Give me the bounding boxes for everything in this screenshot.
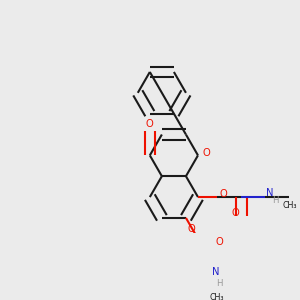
Text: O: O <box>231 208 239 218</box>
Text: CH₃: CH₃ <box>282 201 297 210</box>
Text: O: O <box>203 148 211 158</box>
Text: H: H <box>216 279 223 288</box>
Text: N: N <box>212 267 219 277</box>
Text: O: O <box>219 189 227 199</box>
Text: O: O <box>215 237 223 247</box>
Text: O: O <box>188 224 195 234</box>
Text: H: H <box>272 196 279 205</box>
Text: N: N <box>266 188 273 198</box>
Text: CH₃: CH₃ <box>210 292 224 300</box>
Text: O: O <box>146 119 154 129</box>
